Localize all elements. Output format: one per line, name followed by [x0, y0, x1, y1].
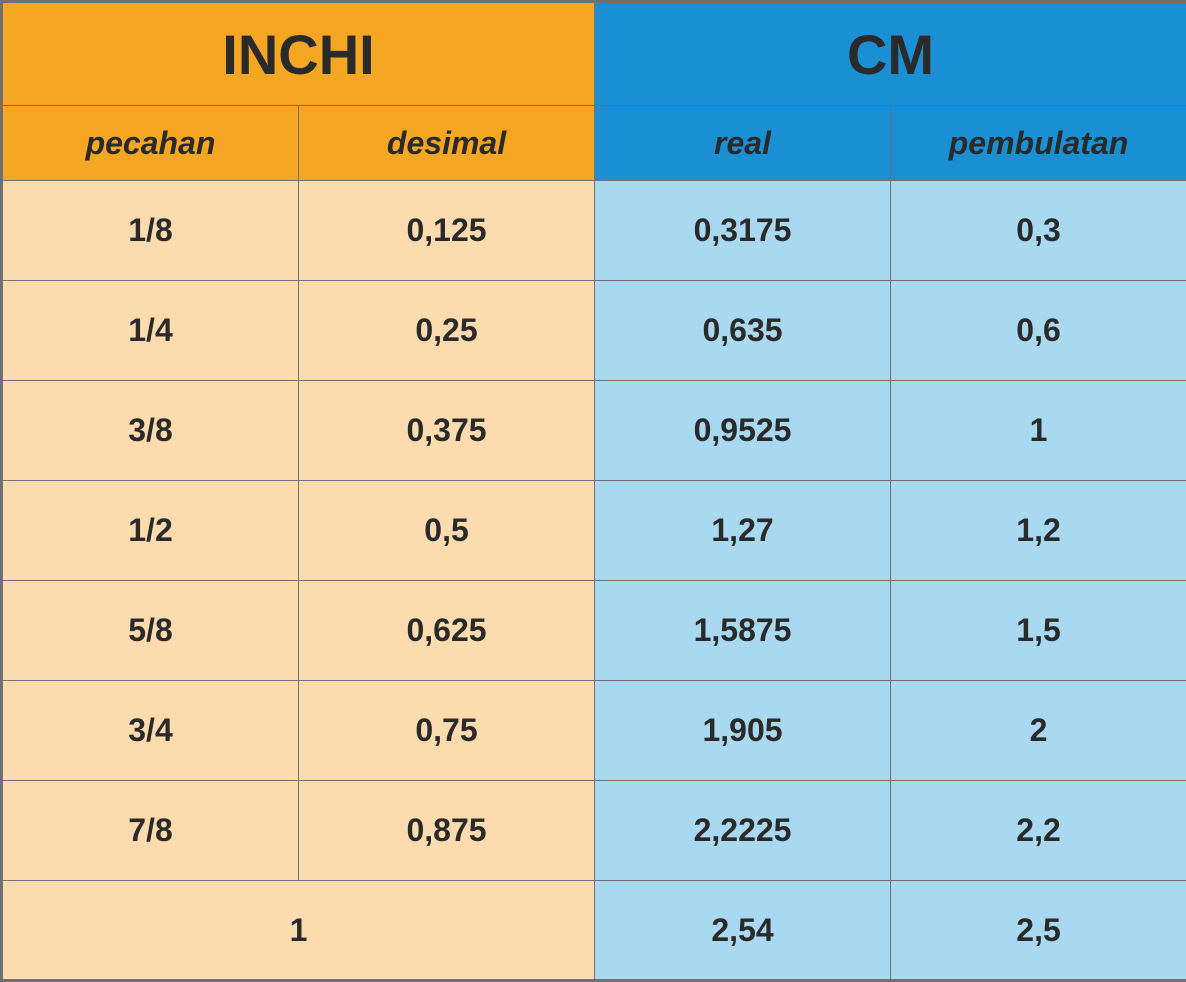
cell-pecahan: 3/4 [2, 681, 299, 781]
table-row: 7/80,8752,22252,2 [2, 781, 1186, 881]
cell-pecahan: 1/2 [2, 481, 299, 581]
table-row: 3/80,3750,95251 [2, 381, 1186, 481]
cell-desimal: 0,125 [299, 181, 595, 281]
table-row: 3/40,751,9052 [2, 681, 1186, 781]
cell-pembulatan: 2,2 [891, 781, 1186, 881]
cell-real: 1,905 [595, 681, 891, 781]
cell-real: 2,2225 [595, 781, 891, 881]
cell-desimal: 0,625 [299, 581, 595, 681]
cell-real: 2,54 [595, 881, 891, 981]
cell-pembulatan: 0,3 [891, 181, 1186, 281]
conversion-table-wrapper: INCHICMpecahandesimalrealpembulatan1/80,… [0, 0, 1186, 982]
cell-pembulatan: 2,5 [891, 881, 1186, 981]
cell-pecahan: 7/8 [2, 781, 299, 881]
cell-pecahan: 1/8 [2, 181, 299, 281]
cell-pembulatan: 0,6 [891, 281, 1186, 381]
subheader-real: real [595, 106, 891, 181]
header-cm: CM [595, 2, 1186, 106]
header-inchi: INCHI [2, 2, 595, 106]
table-row: 1/40,250,6350,6 [2, 281, 1186, 381]
table-row: 1/80,1250,31750,3 [2, 181, 1186, 281]
cell-real: 1,5875 [595, 581, 891, 681]
cell-desimal: 0,375 [299, 381, 595, 481]
cell-pembulatan: 1,2 [891, 481, 1186, 581]
subheader-pecahan: pecahan [2, 106, 299, 181]
subheader-desimal: desimal [299, 106, 595, 181]
table-row: 1/20,51,271,2 [2, 481, 1186, 581]
cell-real: 0,635 [595, 281, 891, 381]
table-row: 12,542,5 [2, 881, 1186, 981]
cell-pembulatan: 2 [891, 681, 1186, 781]
cell-pembulatan: 1,5 [891, 581, 1186, 681]
table-row: 5/80,6251,58751,5 [2, 581, 1186, 681]
cell-desimal: 0,75 [299, 681, 595, 781]
cell-pecahan: 5/8 [2, 581, 299, 681]
cell-desimal: 0,5 [299, 481, 595, 581]
cell-desimal: 0,25 [299, 281, 595, 381]
subheader-pembulatan: pembulatan [891, 106, 1186, 181]
cell-pembulatan: 1 [891, 381, 1186, 481]
cell-real: 0,9525 [595, 381, 891, 481]
cell-pecahan: 3/8 [2, 381, 299, 481]
cell-desimal: 0,875 [299, 781, 595, 881]
cell-real: 1,27 [595, 481, 891, 581]
cell-pecahan: 1/4 [2, 281, 299, 381]
cell-pecahan: 1 [2, 881, 595, 981]
cell-real: 0,3175 [595, 181, 891, 281]
conversion-table: INCHICMpecahandesimalrealpembulatan1/80,… [0, 0, 1186, 982]
